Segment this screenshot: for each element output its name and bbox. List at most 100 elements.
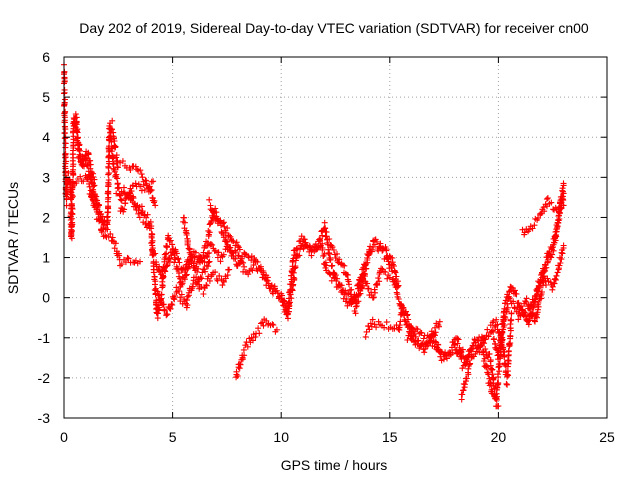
data-point: [146, 183, 153, 190]
data-point: [118, 188, 125, 195]
x-tick-label: 5: [169, 429, 177, 445]
data-point: [184, 297, 190, 304]
data-point: [421, 332, 428, 339]
data-point: [554, 269, 561, 276]
data-point: [543, 196, 550, 203]
data-point: [259, 319, 266, 326]
data-point: [463, 375, 470, 382]
data-point: [226, 266, 233, 273]
data-point: [111, 168, 118, 175]
data-point: [395, 282, 402, 289]
data-point: [127, 167, 134, 173]
data-point: [487, 357, 494, 364]
data-point: [486, 350, 493, 357]
data-point: [124, 254, 131, 261]
data-point: [365, 251, 372, 258]
data-point: [424, 338, 431, 345]
data-point: [181, 276, 188, 283]
data-point: [73, 180, 80, 187]
data-point: [164, 311, 171, 318]
data-point: [105, 163, 112, 170]
data-point: [526, 226, 533, 233]
data-point: [421, 349, 428, 356]
data-point: [151, 197, 158, 204]
data-point: [61, 86, 68, 93]
data-point: [521, 229, 528, 236]
data-point: [141, 187, 148, 194]
data-point: [186, 246, 193, 253]
data-point: [138, 203, 145, 210]
data-point: [118, 261, 125, 268]
data-point: [156, 304, 163, 311]
data-point: [102, 232, 109, 239]
data-point: [375, 318, 382, 325]
data-point: [173, 289, 180, 295]
data-point: [72, 124, 79, 131]
data-point: [271, 283, 278, 290]
data-point: [167, 255, 173, 262]
data-point: [194, 256, 201, 263]
data-point: [217, 217, 224, 224]
data-point: [214, 254, 221, 261]
data-point: [116, 252, 123, 259]
data-point: [254, 258, 261, 265]
data-point: [501, 305, 508, 312]
data-point: [395, 296, 402, 302]
data-point: [105, 179, 112, 186]
data-point: [107, 136, 114, 143]
data-point: [535, 303, 542, 310]
data-point: [133, 202, 140, 209]
data-point: [119, 158, 126, 165]
data-point: [76, 148, 83, 154]
data-point: [404, 312, 410, 319]
data-point: [422, 345, 428, 352]
data-point: [383, 247, 390, 254]
data-points: [61, 61, 567, 410]
data-point: [291, 275, 298, 282]
data-point: [216, 218, 223, 225]
data-point: [179, 280, 186, 287]
grid: [64, 57, 607, 418]
data-point: [233, 239, 240, 246]
data-point: [215, 249, 222, 256]
data-point: [208, 219, 214, 226]
data-point: [535, 283, 542, 290]
data-point: [358, 285, 365, 291]
data-point: [549, 283, 556, 290]
data-point: [132, 180, 139, 187]
data-point: [534, 314, 540, 321]
x-tick-label: 0: [60, 429, 68, 445]
data-point: [482, 336, 489, 343]
data-point: [515, 299, 522, 306]
data-point: [547, 251, 553, 258]
axis-ticks: [63, 56, 608, 419]
data-point: [478, 342, 485, 348]
data-point: [86, 183, 93, 190]
data-point: [385, 258, 392, 265]
data-point: [136, 214, 143, 221]
data-point: [513, 291, 520, 297]
data-point: [526, 305, 533, 312]
data-point: [148, 187, 155, 194]
data-point: [279, 298, 286, 305]
data-point: [104, 220, 110, 227]
data-point: [467, 360, 474, 367]
data-point: [353, 303, 360, 309]
data-point: [502, 300, 509, 307]
data-point: [508, 310, 515, 317]
data-point: [139, 174, 146, 181]
data-point: [161, 258, 168, 265]
data-point: [329, 244, 336, 251]
data-point: [375, 275, 382, 282]
data-point: [522, 309, 529, 316]
data-point: [88, 193, 94, 200]
data-point: [171, 296, 178, 303]
data-point: [558, 256, 565, 263]
data-point: [558, 199, 565, 206]
data-point: [108, 138, 115, 145]
data-point: [132, 163, 139, 170]
data-point: [432, 338, 439, 345]
data-point: [210, 209, 217, 215]
data-point: [287, 291, 294, 298]
data-point: [286, 299, 293, 306]
